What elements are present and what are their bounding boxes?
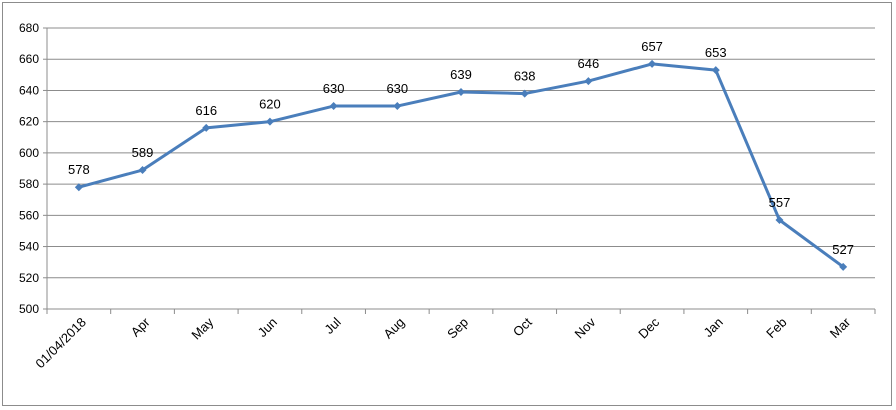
- data-point: [839, 262, 848, 271]
- y-tick-label: 520: [19, 271, 39, 285]
- data-label: 646: [578, 56, 600, 71]
- y-tick-label: 640: [19, 83, 39, 97]
- x-tick-label: Dec: [635, 314, 662, 341]
- data-point: [393, 102, 402, 111]
- data-label: 639: [450, 67, 472, 82]
- data-label: 653: [705, 45, 727, 60]
- data-point: [775, 216, 784, 225]
- x-tick-label: 01/04/2018: [32, 315, 89, 372]
- data-point: [138, 166, 147, 175]
- data-label: 527: [832, 242, 854, 257]
- data-label: 630: [386, 81, 408, 96]
- axes: [43, 27, 876, 314]
- y-axis-tick-labels: 500 520 540 560 580 600 620 640 660 680: [19, 21, 39, 316]
- data-label: 578: [68, 162, 90, 177]
- x-tick-label: Oct: [510, 314, 535, 339]
- data-label: 616: [195, 103, 217, 118]
- y-tick-label: 560: [19, 208, 39, 222]
- data-point: [584, 77, 593, 86]
- x-tick-label: Apr: [128, 314, 153, 339]
- y-tick-label: 660: [19, 52, 39, 66]
- data-point: [329, 102, 338, 111]
- data-label: 589: [132, 145, 154, 160]
- x-tick-label: Mar: [827, 314, 854, 341]
- series-group: [74, 59, 848, 271]
- x-tick-label: Nov: [572, 314, 599, 341]
- x-tick-label: Jul: [321, 314, 343, 336]
- data-point: [265, 117, 274, 126]
- x-tick-label: Jun: [255, 315, 280, 340]
- y-tick-label: 500: [19, 302, 39, 316]
- y-tick-label: 680: [19, 21, 39, 35]
- x-tick-label: Feb: [763, 315, 789, 341]
- data-point: [457, 88, 465, 97]
- data-point: [74, 183, 83, 192]
- x-tick-label: Sep: [444, 315, 471, 342]
- y-tick-label: 620: [19, 115, 39, 129]
- chart-frame: [2, 2, 892, 406]
- x-tick-label: Aug: [380, 315, 407, 342]
- y-tick-label: 600: [19, 146, 39, 160]
- data-label: 620: [259, 97, 281, 112]
- data-label: 657: [641, 39, 663, 54]
- data-label: 557: [769, 195, 791, 210]
- data-point: [648, 59, 657, 68]
- y-tick-label: 540: [19, 240, 39, 254]
- data-point: [202, 123, 211, 132]
- x-tick-label: Jan: [700, 315, 725, 340]
- x-axis-tick-labels: 01/04/2018 Apr May Jun Jul Aug Sep Oct Nov Dec Jan…: [32, 314, 853, 371]
- data-labels: 578 589 616 620 630 630 639 638 646 657 653 557 527: [68, 39, 854, 257]
- data-point: [711, 66, 720, 75]
- data-point: [520, 89, 529, 98]
- data-label: 638: [514, 69, 536, 84]
- x-tick-label: May: [188, 314, 216, 342]
- data-label: 630: [323, 81, 345, 96]
- y-tick-label: 580: [19, 177, 39, 191]
